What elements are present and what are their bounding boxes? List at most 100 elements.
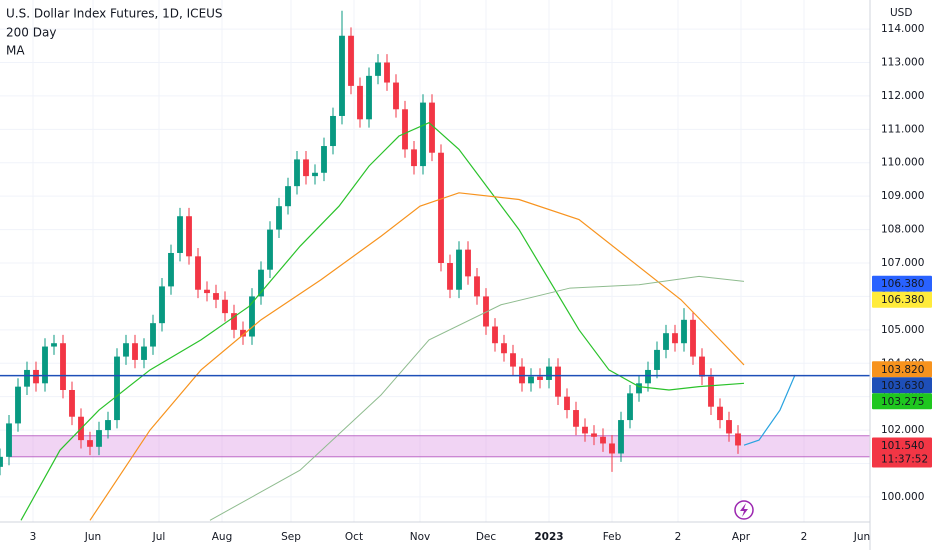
candle-body: [546, 366, 552, 380]
moving-average-line: [89, 192, 745, 521]
y-tick-label: 108.000: [881, 224, 924, 236]
icon-bolt[interactable]: [740, 503, 748, 517]
y-tick-label: 100.000: [881, 491, 924, 503]
candle-body: [564, 396, 570, 411]
candle-body: [321, 146, 327, 173]
x-tick-label: Jul: [152, 531, 166, 543]
candle-body: [339, 35, 345, 116]
candle-body: [303, 159, 309, 177]
candle-body: [609, 443, 615, 454]
candle-body: [681, 319, 687, 344]
x-tick-label: Aug: [212, 531, 233, 543]
plot-area: [0, 10, 871, 521]
candle-body: [42, 346, 48, 384]
candle-body: [699, 356, 705, 377]
candle-body: [672, 333, 678, 344]
replay-icon[interactable]: [734, 500, 754, 520]
candle-body: [735, 433, 741, 446]
candle-body: [15, 386, 21, 424]
indicator-label: 200 Day: [6, 26, 56, 40]
candle-body: [429, 102, 435, 153]
candle-body: [510, 353, 516, 367]
countdown-label: 11:37:52: [881, 453, 928, 465]
candle-body: [411, 149, 417, 167]
x-tick-label: Oct: [345, 531, 363, 543]
candle-body: [600, 436, 606, 444]
candle-body: [6, 423, 12, 457]
candle-body: [249, 296, 255, 337]
candle-body: [96, 430, 102, 447]
price-tag-label: 106.380: [881, 294, 924, 306]
candle-body: [420, 102, 426, 167]
indicator-label: MA: [6, 44, 25, 58]
candle-body: [186, 216, 192, 257]
y-tick-label: 109.000: [881, 190, 924, 202]
candle-body: [132, 343, 138, 360]
candle-body: [114, 356, 120, 421]
price-tag: [872, 437, 932, 468]
x-tick-label: Apr: [732, 531, 751, 543]
candle-body: [654, 349, 660, 370]
candle-body: [591, 433, 597, 437]
candle-body: [483, 296, 489, 327]
candle-body: [582, 426, 588, 434]
x-tick-label: 2023: [534, 531, 563, 543]
candle-body: [0, 456, 3, 467]
candle-body: [663, 333, 669, 350]
price-tag-label: 101.540: [881, 440, 924, 452]
y-tick-label: 111.000: [881, 123, 924, 135]
candle-body: [24, 369, 30, 387]
y-tick-label: 113.000: [881, 56, 924, 68]
candle-body: [393, 82, 399, 110]
y-tick-label: 107.000: [881, 257, 924, 269]
price-tag: [872, 377, 932, 394]
candle-body: [330, 115, 336, 147]
candle-body: [366, 75, 372, 120]
icon-circle[interactable]: [734, 500, 754, 520]
candle-body: [222, 299, 228, 314]
candle-body: [618, 420, 624, 454]
x-tick-label: 3: [30, 531, 37, 543]
candle-body: [204, 289, 210, 294]
price-tag-label: 103.275: [881, 396, 924, 408]
candle-body: [555, 366, 561, 397]
chart-title: U.S. Dollar Index Futures, 1D, ICEUS: [6, 7, 223, 21]
candle-body: [177, 216, 183, 253]
candle-body: [573, 410, 579, 427]
candle-body: [375, 62, 381, 76]
candle-body: [708, 376, 714, 407]
x-tick-label: Sep: [281, 531, 301, 543]
candle-body: [285, 186, 291, 207]
candle-body: [123, 343, 129, 357]
candle-body: [357, 85, 363, 120]
candle-body: [69, 389, 75, 417]
x-tick-label: Dec: [476, 531, 497, 543]
candle-body: [168, 252, 174, 287]
price-tag: [872, 393, 932, 410]
candle-body: [456, 249, 462, 290]
moving-average-line: [743, 374, 796, 446]
candle-body: [276, 206, 282, 230]
candle-body: [528, 376, 534, 384]
y-tick-label: 102.000: [881, 424, 924, 436]
y-tick-label: 105.000: [881, 324, 924, 336]
price-tag-label: 103.820: [881, 364, 924, 376]
price-tag: [872, 361, 932, 378]
currency-label: USD: [890, 7, 912, 19]
y-tick-label: 112.000: [881, 90, 924, 102]
candle-body: [213, 293, 219, 300]
candle-body: [645, 369, 651, 384]
candle-body: [474, 276, 480, 297]
y-tick-label: 110.000: [881, 157, 924, 169]
candle-body: [51, 343, 57, 347]
candle-body: [312, 172, 318, 177]
candle-body: [87, 440, 93, 447]
x-tick-label: Jun: [853, 531, 870, 543]
price-tag: [872, 275, 932, 292]
candle-body: [636, 383, 642, 394]
axes: 100.000101.000102.000103.000104.000105.0…: [30, 23, 932, 543]
candle-body: [60, 343, 66, 390]
candle-body: [267, 229, 273, 270]
candle-body: [348, 35, 354, 86]
